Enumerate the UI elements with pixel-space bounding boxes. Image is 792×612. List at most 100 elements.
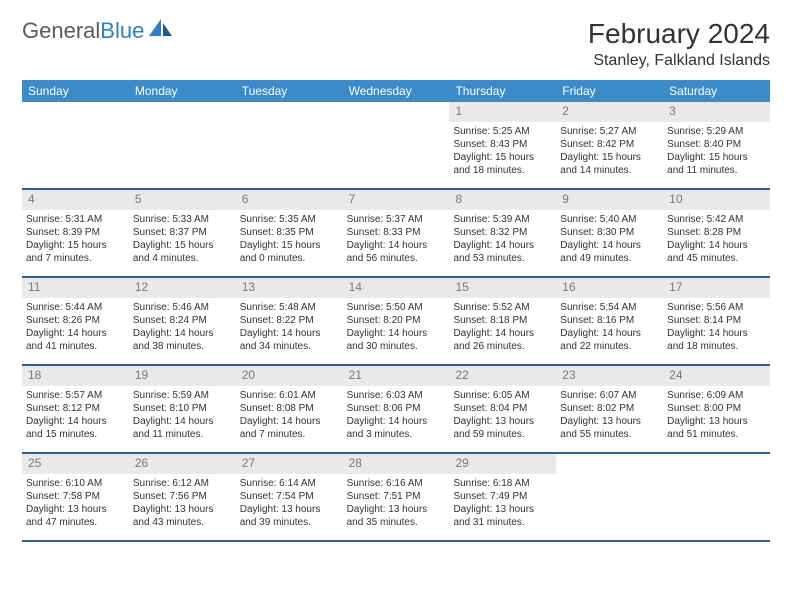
day-cell: 0	[22, 102, 129, 188]
day-body: Sunrise: 5:33 AMSunset: 8:37 PMDaylight:…	[129, 210, 236, 271]
sunset-text: Sunset: 8:10 PM	[133, 402, 232, 415]
daylight-text: Daylight: 14 hours and 3 minutes.	[347, 415, 446, 441]
sunset-text: Sunset: 8:08 PM	[240, 402, 339, 415]
sunset-text: Sunset: 8:28 PM	[667, 226, 766, 239]
sunrise-text: Sunrise: 5:59 AM	[133, 389, 232, 402]
day-body: Sunrise: 6:12 AMSunset: 7:56 PMDaylight:…	[129, 474, 236, 535]
day-cell: 25Sunrise: 6:10 AMSunset: 7:58 PMDayligh…	[22, 454, 129, 540]
day-body: Sunrise: 6:10 AMSunset: 7:58 PMDaylight:…	[22, 474, 129, 535]
day-cell: 5Sunrise: 5:33 AMSunset: 8:37 PMDaylight…	[129, 190, 236, 276]
day-number: 3	[663, 102, 770, 122]
week-row: 11Sunrise: 5:44 AMSunset: 8:26 PMDayligh…	[22, 278, 770, 366]
day-body: Sunrise: 5:31 AMSunset: 8:39 PMDaylight:…	[22, 210, 129, 271]
daylight-text: Daylight: 14 hours and 22 minutes.	[560, 327, 659, 353]
sunrise-text: Sunrise: 6:01 AM	[240, 389, 339, 402]
day-cell: 28Sunrise: 6:16 AMSunset: 7:51 PMDayligh…	[343, 454, 450, 540]
day-number: 16	[556, 278, 663, 298]
day-body: Sunrise: 6:07 AMSunset: 8:02 PMDaylight:…	[556, 386, 663, 447]
day-number: 21	[343, 366, 450, 386]
day-cell: 24Sunrise: 6:09 AMSunset: 8:00 PMDayligh…	[663, 366, 770, 452]
daylight-text: Daylight: 14 hours and 53 minutes.	[453, 239, 552, 265]
day-body: Sunrise: 5:57 AMSunset: 8:12 PMDaylight:…	[22, 386, 129, 447]
sunset-text: Sunset: 8:40 PM	[667, 138, 766, 151]
day-number: 27	[236, 454, 343, 474]
day-cell: 13Sunrise: 5:48 AMSunset: 8:22 PMDayligh…	[236, 278, 343, 364]
weekday-header-row: SundayMondayTuesdayWednesdayThursdayFrid…	[22, 80, 770, 102]
day-number: 11	[22, 278, 129, 298]
sunrise-text: Sunrise: 5:31 AM	[26, 213, 125, 226]
day-body: Sunrise: 5:44 AMSunset: 8:26 PMDaylight:…	[22, 298, 129, 359]
week-row: 4Sunrise: 5:31 AMSunset: 8:39 PMDaylight…	[22, 190, 770, 278]
day-cell: 0	[663, 454, 770, 540]
month-title: February 2024	[588, 18, 770, 50]
day-cell: 11Sunrise: 5:44 AMSunset: 8:26 PMDayligh…	[22, 278, 129, 364]
day-body: Sunrise: 5:52 AMSunset: 8:18 PMDaylight:…	[449, 298, 556, 359]
sunrise-text: Sunrise: 5:27 AM	[560, 125, 659, 138]
day-cell: 20 Sunrise: 6:01 AMSunset: 8:08 PMDayligh…	[236, 366, 343, 452]
day-cell: 6Sunrise: 5:35 AMSunset: 8:35 PMDaylight…	[236, 190, 343, 276]
day-number: 26	[129, 454, 236, 474]
logo: GeneralBlue	[22, 18, 174, 44]
daylight-text: Daylight: 14 hours and 56 minutes.	[347, 239, 446, 265]
day-cell: 22Sunrise: 6:05 AMSunset: 8:04 PMDayligh…	[449, 366, 556, 452]
day-number: 1	[449, 102, 556, 122]
day-number: 25	[22, 454, 129, 474]
daylight-text: Daylight: 15 hours and 18 minutes.	[453, 151, 552, 177]
day-cell: 0	[129, 102, 236, 188]
day-cell: 0	[556, 454, 663, 540]
day-number: 8	[449, 190, 556, 210]
day-body: Sunrise: 6:18 AMSunset: 7:49 PMDaylight:…	[449, 474, 556, 535]
sail-icon	[148, 18, 174, 44]
sunset-text: Sunset: 8:22 PM	[240, 314, 339, 327]
sunrise-text: Sunrise: 5:46 AM	[133, 301, 232, 314]
sunrise-text: Sunrise: 6:18 AM	[453, 477, 552, 490]
daylight-text: Daylight: 14 hours and 26 minutes.	[453, 327, 552, 353]
day-cell: 1Sunrise: 5:25 AMSunset: 8:43 PMDaylight…	[449, 102, 556, 188]
sunrise-text: Sunrise: 5:25 AM	[453, 125, 552, 138]
sunset-text: Sunset: 8:26 PM	[26, 314, 125, 327]
sunrise-text: Sunrise: 6:12 AM	[133, 477, 232, 490]
sunrise-text: Sunrise: 6:05 AM	[453, 389, 552, 402]
title-block: February 2024 Stanley, Falkland Islands	[588, 18, 770, 70]
day-number: 10	[663, 190, 770, 210]
daylight-text: Daylight: 14 hours and 49 minutes.	[560, 239, 659, 265]
daylight-text: Daylight: 14 hours and 45 minutes.	[667, 239, 766, 265]
day-number: 20	[236, 366, 343, 386]
sunset-text: Sunset: 8:12 PM	[26, 402, 125, 415]
sunset-text: Sunset: 8:14 PM	[667, 314, 766, 327]
sunset-text: Sunset: 8:32 PM	[453, 226, 552, 239]
week-row: 25Sunrise: 6:10 AMSunset: 7:58 PMDayligh…	[22, 454, 770, 542]
calendar: SundayMondayTuesdayWednesdayThursdayFrid…	[22, 80, 770, 542]
sunrise-text: Sunrise: 5:48 AM	[240, 301, 339, 314]
sunset-text: Sunset: 8:33 PM	[347, 226, 446, 239]
weekday-cell: Tuesday	[236, 80, 343, 102]
day-number: 6	[236, 190, 343, 210]
day-body: Sunrise: 5:59 AMSunset: 8:10 PMDaylight:…	[129, 386, 236, 447]
sunrise-text: Sunrise: 5:44 AM	[26, 301, 125, 314]
day-number: 29	[449, 454, 556, 474]
daylight-text: Daylight: 13 hours and 39 minutes.	[240, 503, 339, 529]
sunset-text: Sunset: 7:58 PM	[26, 490, 125, 503]
day-cell: 27Sunrise: 6:14 AMSunset: 7:54 PMDayligh…	[236, 454, 343, 540]
sunrise-text: Sunrise: 5:33 AM	[133, 213, 232, 226]
sunset-text: Sunset: 8:39 PM	[26, 226, 125, 239]
day-number: 17	[663, 278, 770, 298]
day-number: 9	[556, 190, 663, 210]
sunset-text: Sunset: 7:56 PM	[133, 490, 232, 503]
sunrise-text: Sunrise: 6:10 AM	[26, 477, 125, 490]
sunrise-text: Sunrise: 5:40 AM	[560, 213, 659, 226]
daylight-text: Daylight: 14 hours and 7 minutes.	[240, 415, 339, 441]
day-cell: 4Sunrise: 5:31 AMSunset: 8:39 PMDaylight…	[22, 190, 129, 276]
day-body: Sunrise: 5:48 AMSunset: 8:22 PMDaylight:…	[236, 298, 343, 359]
day-body: Sunrise: 5:29 AMSunset: 8:40 PMDaylight:…	[663, 122, 770, 183]
weekday-cell: Thursday	[449, 80, 556, 102]
logo-text-gray: General	[22, 18, 100, 44]
daylight-text: Daylight: 14 hours and 38 minutes.	[133, 327, 232, 353]
daylight-text: Daylight: 15 hours and 11 minutes.	[667, 151, 766, 177]
daylight-text: Daylight: 13 hours and 47 minutes.	[26, 503, 125, 529]
sunset-text: Sunset: 7:49 PM	[453, 490, 552, 503]
sunset-text: Sunset: 8:04 PM	[453, 402, 552, 415]
daylight-text: Daylight: 13 hours and 51 minutes.	[667, 415, 766, 441]
day-cell: 8Sunrise: 5:39 AMSunset: 8:32 PMDaylight…	[449, 190, 556, 276]
day-cell: 26Sunrise: 6:12 AMSunset: 7:56 PMDayligh…	[129, 454, 236, 540]
